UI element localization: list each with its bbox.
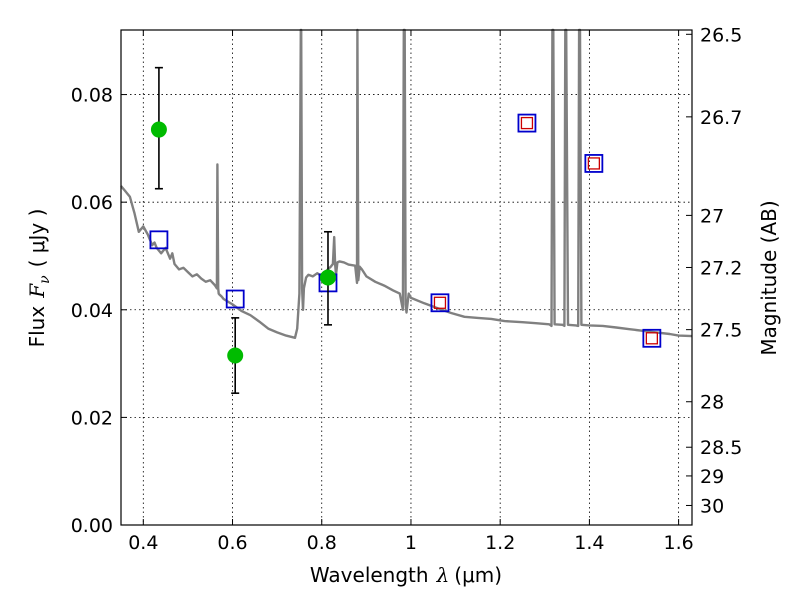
y-tick-label: 0.04 [71,300,113,322]
x-tick-label: 1.6 [664,532,694,554]
model-point [642,328,662,348]
magnitude-tick-label: 29 [700,466,724,488]
x-tick-label: 0.4 [128,532,158,554]
y2-axis-label: Magnitude (AB) [757,200,781,355]
magnitude-tick-label: 28 [700,392,724,414]
model-point [430,293,450,313]
model-point-inner [587,157,601,170]
x-axis-label: Wavelength λ (μm) [310,563,502,587]
observed-point [319,269,336,286]
observed-point [227,347,244,364]
y-tick-label: 0.02 [71,407,113,429]
y-tick-label: 0.08 [71,85,113,107]
magnitude-tick-label: 27.2 [700,257,742,279]
observed-point [150,121,167,138]
spectrum-layer [120,28,693,339]
model-point-inner [645,332,659,345]
model-point-inner [433,296,447,309]
y-tick-label: 0.06 [71,192,113,214]
model-point [149,230,169,250]
x-tick-label: 0.6 [217,532,247,554]
observed-photometry-layer [150,66,336,394]
x-tick-label: 1.2 [485,532,515,554]
y-tick-label: 0.00 [71,515,113,537]
plot-frame [120,29,693,526]
magnitude-tick-label: 27.5 [700,320,742,342]
ticks: 0.4 0.6 0.8 1 1.2 1.4 1.6 0.00 0.02 0.04 0.06 0.08 2… [71,24,743,554]
spectrum-line [120,28,693,339]
x-tick-label: 0.8 [307,532,337,554]
magnitude-tick-label: 28.5 [700,437,742,459]
x-tick-label: 1.4 [574,532,604,554]
model-point [225,289,245,309]
model-point [517,113,537,133]
magnitude-tick-label: 27 [700,205,724,227]
magnitude-tick-label: 30 [700,495,724,517]
x-tick-label: 1 [405,532,417,554]
y-axis-label: FluxFν( μJy ) [25,209,53,348]
model-point-inner [520,116,534,130]
magnitude-tick-label: 26.5 [700,24,742,46]
model-point [584,154,604,173]
magnitude-tick-label: 26.7 [700,107,742,129]
